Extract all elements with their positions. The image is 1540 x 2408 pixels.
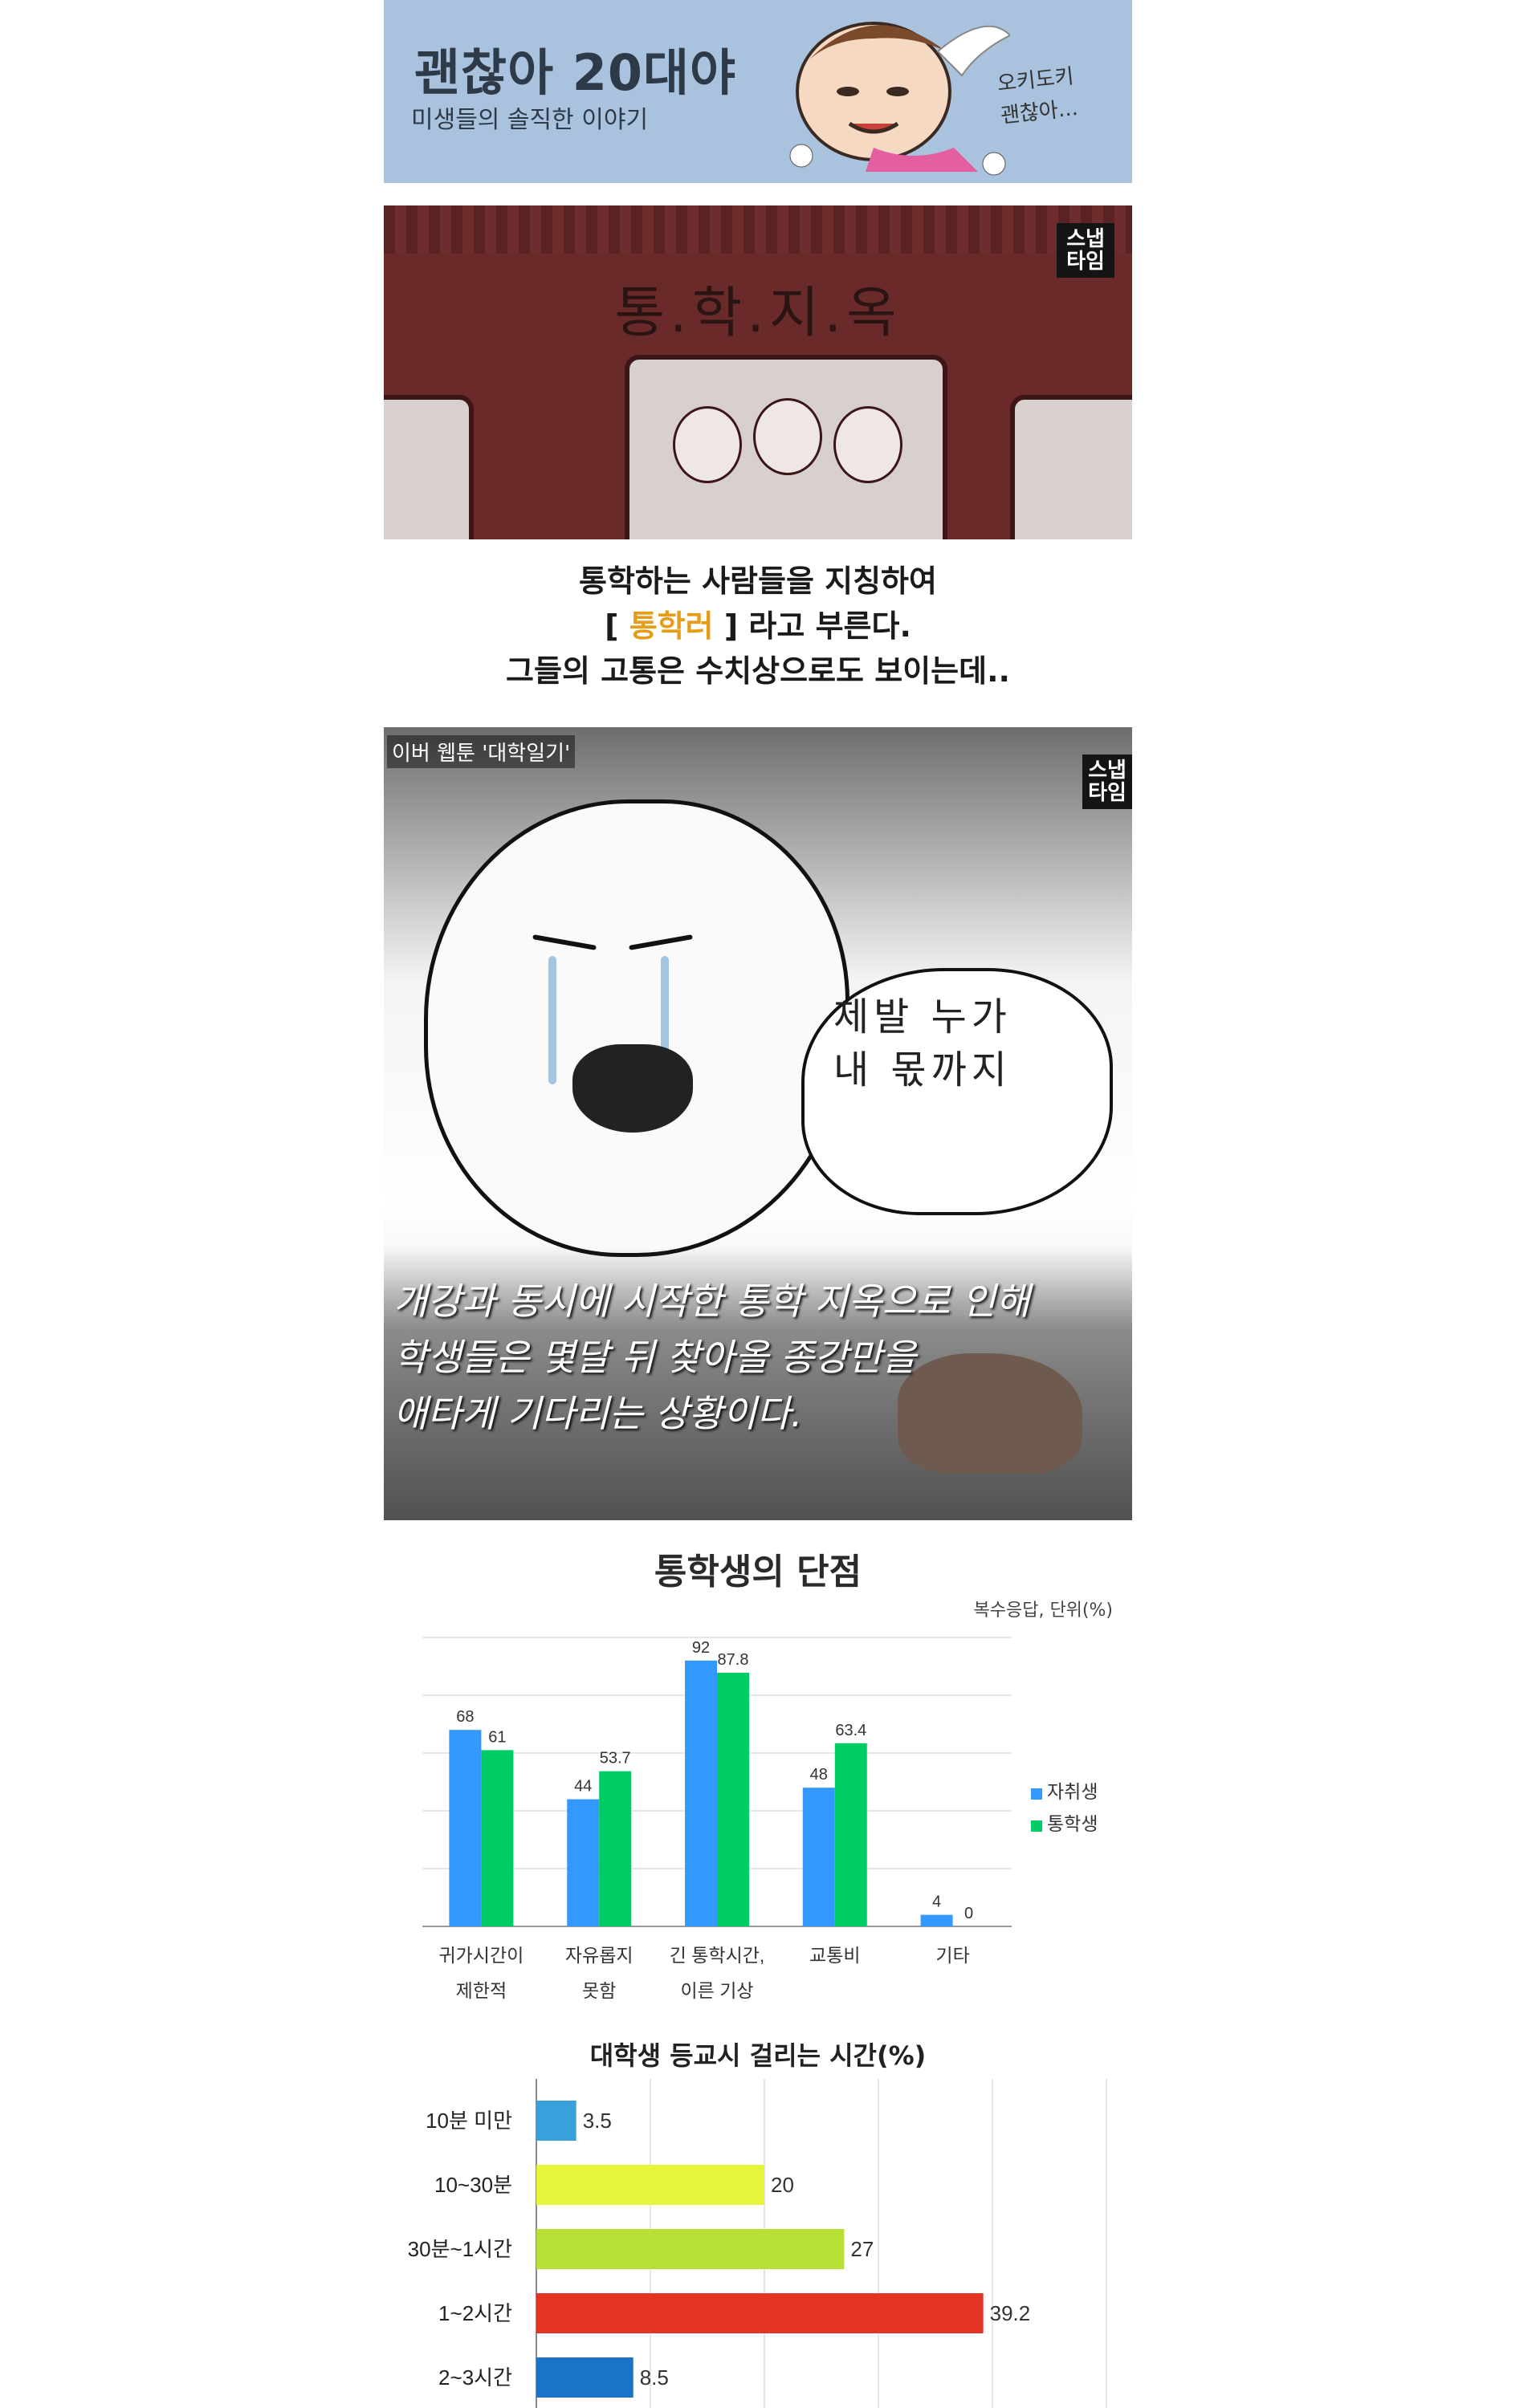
open-mouth xyxy=(572,1044,693,1133)
bar xyxy=(536,2165,764,2205)
data-label: 27 xyxy=(850,2237,874,2261)
legend-swatch xyxy=(1031,1820,1042,1832)
caption-highlight-term: 통학러 xyxy=(629,608,714,644)
tear xyxy=(548,956,556,1084)
bar xyxy=(536,2101,576,2141)
data-label: 39.2 xyxy=(990,2301,1031,2325)
bar-self-living xyxy=(802,1788,835,1926)
bar xyxy=(536,2229,845,2269)
passenger-figure xyxy=(753,398,822,475)
caption-line-2: [ 통학러 ] 라고 부른다. xyxy=(384,604,1132,649)
train-roof xyxy=(384,205,1132,254)
category-label: 10~30분 xyxy=(434,2173,512,2197)
banner-side-note: 오키도키 괜찮아... xyxy=(996,60,1079,132)
banner-title: 괜찮아 20대야 xyxy=(414,43,737,102)
data-label: 20 xyxy=(771,2173,794,2197)
bar-self-living xyxy=(920,1914,953,1926)
chart-unit-note: 복수응답, 단위(%) xyxy=(973,1601,1114,1621)
bar-commuter xyxy=(599,1771,632,1926)
bar-commuter xyxy=(717,1672,749,1926)
data-label: 68 xyxy=(456,1708,474,1726)
train-window-left xyxy=(384,395,474,539)
bar xyxy=(536,2293,984,2333)
chart-title: 통학생의 단점 xyxy=(654,1552,862,1592)
overlay-caption: 개강과 동시에 시작한 통학 지옥으로 인해 학생들은 몇달 뒤 찾아올 종강만… xyxy=(393,1273,1030,1442)
data-label: 3.5 xyxy=(583,2109,612,2133)
caption-bracket-open: [ xyxy=(605,608,629,644)
data-label: 63.4 xyxy=(835,1722,866,1739)
bar-commuter xyxy=(481,1750,514,1926)
commute-time-chart: 대학생 등교시 걸리는 시간(%) 3.5 10분 미만 20 10~30분 27 30분… xyxy=(384,2031,1132,2408)
data-label: 8.5 xyxy=(640,2365,669,2390)
legend-label: 자취생 xyxy=(1047,1781,1098,1802)
category-label: 제한적 xyxy=(456,1980,507,2001)
bubble-line-1: 제발 누가 xyxy=(833,995,1012,1039)
data-label: 0 xyxy=(964,1905,973,1922)
overlay-line-1: 개강과 동시에 시작한 통학 지옥으로 인해 xyxy=(393,1279,1030,1323)
bar-self-living xyxy=(449,1730,482,1926)
train-window-right xyxy=(1010,395,1132,539)
angel-character-illustration xyxy=(789,22,1010,176)
overlay-line-3: 애타게 기다리는 상황이다. xyxy=(393,1392,803,1435)
category-label: 이른 기상 xyxy=(680,1980,753,2001)
category-label: 귀가시간이 xyxy=(438,1945,524,1966)
category-label: 1~2시간 xyxy=(438,2301,512,2325)
source-credit: 이버 웹툰 '대학일기' xyxy=(387,735,576,768)
passenger-figure xyxy=(833,406,902,483)
legend-label: 통학생 xyxy=(1047,1813,1098,1834)
data-label: 48 xyxy=(810,1766,828,1784)
passenger-figure xyxy=(673,406,742,483)
right-eye xyxy=(629,934,693,950)
data-label: 4 xyxy=(932,1893,941,1911)
caption-line-3: 그들의 고통은 수치상으로도 보이는데.. xyxy=(506,653,1010,689)
crying-character-face xyxy=(424,799,849,1257)
bubble-line-2: 내 몫까지 xyxy=(833,1047,1012,1092)
caption-text: 통학하는 사람들을 지칭하여 [ 통학러 ] 라고 부른다. 그들의 고통은 수… xyxy=(384,559,1132,695)
bar-commuter xyxy=(834,1743,867,1926)
category-label: 30분~1시간 xyxy=(408,2237,512,2261)
snaptime-logo: 스냅 타임 xyxy=(1057,223,1114,278)
legend-swatch xyxy=(1031,1788,1042,1800)
panel-title: 통.학.지.옥 xyxy=(614,282,902,345)
data-label: 44 xyxy=(574,1778,592,1796)
category-label: 10분 미만 xyxy=(426,2109,512,2133)
note-line-2: 괜찮아... xyxy=(999,96,1079,128)
speech-bubble-text: 제발 누가 내 몫까지 xyxy=(833,990,1012,1096)
bag-illustration xyxy=(898,1353,1082,1474)
category-label: 2~3시간 xyxy=(438,2365,512,2390)
bar-self-living xyxy=(567,1799,600,1926)
caption-line-1: 통학하는 사람들을 지칭하여 xyxy=(579,563,937,599)
data-label: 92 xyxy=(692,1639,710,1657)
chart-title: 대학생 등교시 걸리는 시간(%) xyxy=(589,2040,927,2071)
category-label: 자유롭지 xyxy=(565,1945,634,1966)
header-banner: 괜찮아 20대야 미생들의 솔직한 이야기 오키도키 괜찮아... xyxy=(384,0,1132,183)
category-label: 못함 xyxy=(582,1980,616,2001)
caption-line-2-rest: ] 라고 부른다. xyxy=(713,608,911,644)
data-label: 53.7 xyxy=(600,1750,631,1767)
crying-cartoon-panel: 이버 웹툰 '대학일기' 스냅 타임 제발 누가 내 몫까지 개강과 동시에 시… xyxy=(384,727,1132,1520)
category-label: 긴 통학시간, xyxy=(670,1945,765,1966)
speech-bubble xyxy=(801,968,1113,1215)
subway-cartoon-panel: 통.학.지.옥 스냅 타임 xyxy=(384,205,1132,539)
horizontal-bar-chart: 3.5 10분 미만 20 10~30분 27 30분~1시간 39.2 1~2시간 8.5 2~… xyxy=(408,2079,1107,2408)
category-label: 기타 xyxy=(935,1945,969,1966)
left-eye xyxy=(532,934,597,950)
snaptime-logo: 스냅 타임 xyxy=(1082,755,1132,809)
category-label: 교통비 xyxy=(809,1945,860,1966)
bar xyxy=(536,2357,634,2398)
overlay-line-2: 학생들은 몇달 뒤 찾아올 종강만을 xyxy=(393,1336,916,1379)
data-label: 61 xyxy=(488,1728,506,1746)
banner-subtitle: 미생들의 솔직한 이야기 xyxy=(411,106,649,134)
bar-self-living xyxy=(685,1660,717,1926)
tear xyxy=(661,956,669,1100)
data-label: 87.8 xyxy=(718,1651,749,1669)
